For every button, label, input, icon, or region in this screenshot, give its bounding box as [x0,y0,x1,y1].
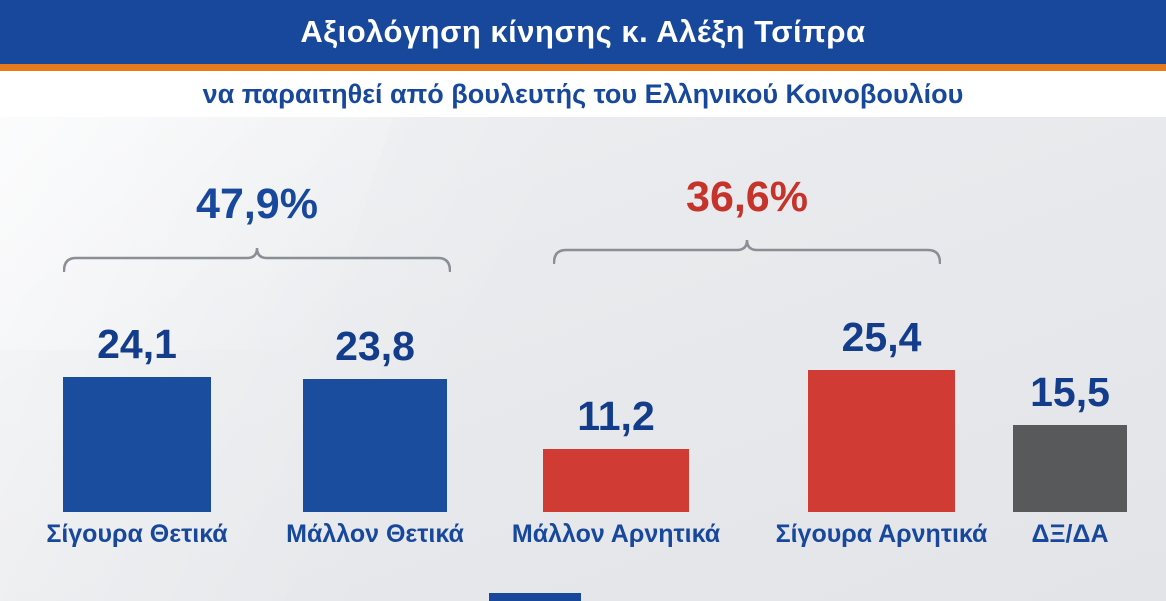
group-label-positive: 47,9% [196,180,318,228]
bar-mallon-thetika [303,379,447,512]
bar-category-label: Σίγουρα Θετικά [46,520,228,548]
bar-column-sigoura-thetika: 24,1 Σίγουρα Θετικά [46,117,227,547]
orange-divider [0,64,1166,71]
bar-sigoura-thetika [63,377,211,512]
page-subtitle: να παραιτηθεί από βουλευτής του Ελληνικο… [202,78,964,109]
bar-category-label: Μάλλον Θετικά [286,520,464,548]
group-brace-positive [63,246,451,272]
bar-value-label: 15,5 [1030,369,1110,415]
bottom-accent-bar [489,593,581,601]
bar-category-label: Μάλλον Αρνητικά [511,520,721,548]
subtitle-band: να παραιτηθεί από βουλευτής του Ελληνικο… [0,71,1166,117]
bar-column-mallon-thetika: 23,8 Μάλλον Θετικά [286,117,464,547]
bar-dx-da [1013,425,1127,512]
bar-category-label: ΔΞ/ΔΑ [1031,520,1109,548]
bar-column-sigoura-arnitika: 25,4 Σίγουρα Αρνητικά [776,117,988,547]
bar-category-label: Σίγουρα Αρνητικά [775,520,988,548]
bar-column-mallon-arnitika: 11,2 Μάλλον Αρνητικά [512,117,720,547]
group-label-negative: 36,6% [686,173,808,221]
bar-value-label: 25,4 [841,314,922,360]
bar-value-label: 23,8 [335,323,415,369]
group-brace-negative [553,238,941,264]
bar-column-dx-da: 15,5 ΔΞ/ΔΑ [1013,117,1127,547]
bar-sigoura-arnitika [808,370,955,512]
header-bar: Αξιολόγηση κίνησης κ. Αλέξη Τσίπρα [0,0,1166,64]
bar-mallon-arnitika [543,449,689,512]
page-title: Αξιολόγηση κίνησης κ. Αλέξη Τσίπρα [300,14,866,49]
bar-value-label: 24,1 [97,321,177,367]
bar-value-label: 11,2 [577,393,655,439]
